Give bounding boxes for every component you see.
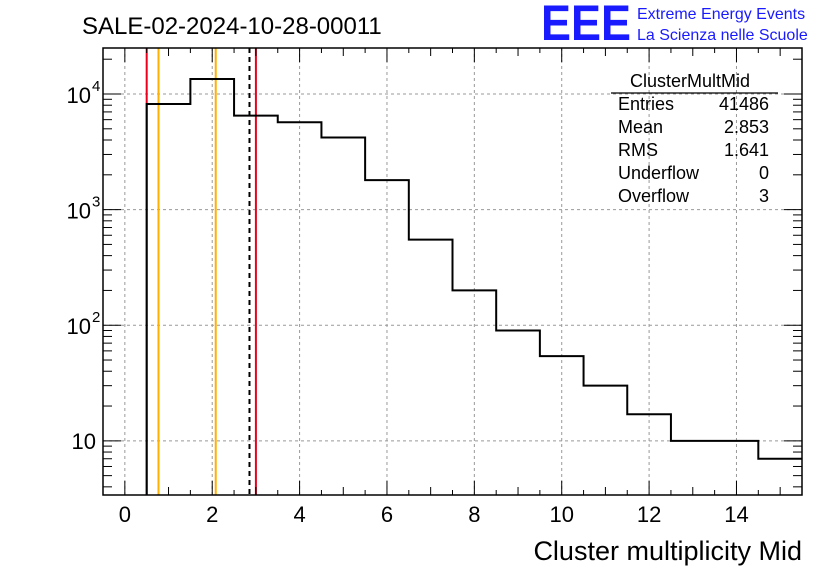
stats-row-label: Underflow <box>618 163 700 183</box>
stats-row-value: 1.641 <box>724 140 769 160</box>
logo-line-1: Extreme Energy Events <box>637 6 805 23</box>
eee-logo: EEE Extreme Energy Events La Scienza nel… <box>541 0 808 51</box>
stats-row-label: RMS <box>618 140 658 160</box>
stats-row-label: Mean <box>618 117 663 137</box>
x-tick-label: 6 <box>381 502 393 527</box>
y-tick-label: 10 <box>67 314 91 339</box>
histogram-bars <box>145 77 802 495</box>
x-tick-label: 4 <box>293 502 305 527</box>
stats-row-value: 0 <box>759 163 769 183</box>
x-tick-label: 8 <box>468 502 480 527</box>
y-tick-label: 10 <box>67 83 91 108</box>
y-tick-exponent: 4 <box>92 78 100 95</box>
stats-row-label: Entries <box>618 94 674 114</box>
eee-logo-mark: EEE <box>541 0 631 51</box>
stats-row-value: 41486 <box>719 94 769 114</box>
stats-row-label: Overflow <box>618 186 690 206</box>
x-tick-label: 10 <box>549 502 573 527</box>
y-tick-exponent: 2 <box>92 309 100 326</box>
stats-rows: Entries 41486 Mean 2.853 RMS 1.641 Underflow 0 O… <box>618 94 769 206</box>
stats-row-value: 3 <box>759 186 769 206</box>
histogram-outline <box>145 77 802 495</box>
y-tick-label: 10 <box>72 429 96 454</box>
x-tick-label: 0 <box>119 502 131 527</box>
logo-line-2: La Scienza nelle Scuole <box>637 27 808 44</box>
stats-box: ClusterMultMid Entries 41486 Mean 2.853 RMS 1… <box>611 71 778 206</box>
stats-row-value: 2.853 <box>724 117 769 137</box>
chart-title: SALE-02-2024-10-28-00011 <box>82 13 382 40</box>
x-tick-label: 2 <box>206 502 218 527</box>
y-tick-label: 10 <box>67 199 91 224</box>
x-tick-label: 14 <box>724 502 748 527</box>
x-axis-label: Cluster multiplicity Mid <box>533 536 802 566</box>
stats-title: ClusterMultMid <box>630 71 750 91</box>
y-tick-exponent: 3 <box>92 194 100 211</box>
x-tick-label: 12 <box>637 502 661 527</box>
